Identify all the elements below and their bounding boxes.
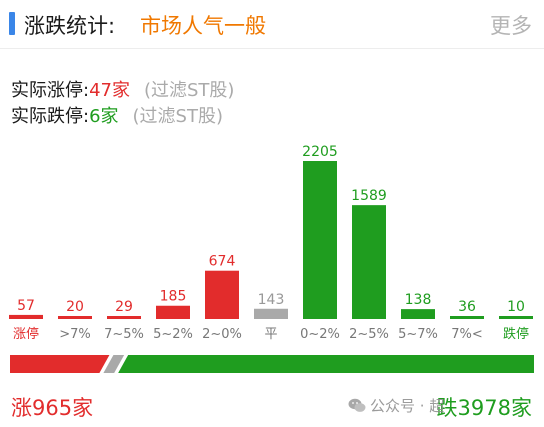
bar-1 <box>58 316 92 319</box>
bar-7 <box>352 205 386 319</box>
bar-value-label-3: 185 <box>160 289 187 305</box>
category-label-1: >7% <box>59 327 91 342</box>
wechat-icon <box>348 398 366 412</box>
limit-down-note: (过滤ST股) <box>132 106 223 127</box>
bar-value-label-0: 57 <box>17 298 35 314</box>
limit-down-label: 实际跌停: <box>11 106 90 127</box>
bar-value-label-6: 2205 <box>302 144 338 160</box>
page-title: 涨跌统计: <box>24 14 116 38</box>
category-label-0: 涨停 <box>13 326 39 342</box>
bar-value-label-1: 20 <box>66 299 84 315</box>
category-label-8: 5~7% <box>398 327 438 342</box>
category-label-10: 跌停 <box>503 326 529 342</box>
bar-value-label-2: 29 <box>115 299 133 315</box>
bar-3 <box>156 305 190 319</box>
breadth-ratio-bar <box>10 355 534 373</box>
bar-8 <box>401 309 435 319</box>
ratio-flat-segment <box>103 355 125 373</box>
down-total: 跌3978家 <box>436 396 532 420</box>
bar-value-label-8: 138 <box>405 292 432 308</box>
bar-2 <box>107 316 141 319</box>
category-label-2: 7~5% <box>104 327 144 342</box>
limit-up-stat: 实际涨停:47家 (过滤ST股) <box>11 76 234 102</box>
bar-6 <box>303 161 337 319</box>
bar-value-label-4: 674 <box>209 254 236 270</box>
ratio-down-segment <box>118 355 534 373</box>
category-label-4: 2~0% <box>202 327 242 342</box>
more-button[interactable]: 更多 <box>490 14 532 38</box>
bar-value-label-7: 1589 <box>351 188 387 204</box>
market-mood: 市场人气一般 <box>140 14 266 38</box>
section-bar-icon <box>9 12 15 35</box>
bar-4 <box>205 270 239 319</box>
distribution-chart: 57 涨停 20 >7% 29 7~5% 185 5~2% 674 2~0% 143 平 2205 0~2… <box>9 144 533 342</box>
limit-up-note: (过滤ST股) <box>143 80 235 101</box>
bar-10 <box>499 316 533 319</box>
watermark: 公众号 · 超 <box>348 395 444 416</box>
up-total: 涨965家 <box>11 396 94 420</box>
bar-value-label-9: 36 <box>458 299 476 315</box>
limit-up-value: 47家 <box>89 80 130 101</box>
watermark-text: 公众号 · 超 <box>370 397 445 415</box>
bar-value-label-10: 10 <box>507 299 525 315</box>
header: 涨跌统计: 市场人气一般 更多 <box>0 0 544 49</box>
header-divider <box>0 48 544 49</box>
category-label-7: 2~5% <box>349 327 389 342</box>
bar-0 <box>9 314 43 319</box>
bar-5 <box>254 308 288 319</box>
bar-value-label-5: 143 <box>258 292 285 308</box>
limit-up-label: 实际涨停: <box>11 80 90 101</box>
category-label-5: 平 <box>264 327 277 342</box>
limit-down-value: 6家 <box>89 106 119 127</box>
category-label-3: 5~2% <box>153 327 193 342</box>
category-label-9: 7%< <box>451 327 483 342</box>
limit-down-stat: 实际跌停:6家 (过滤ST股) <box>11 102 223 128</box>
category-label-6: 0~2% <box>300 327 340 342</box>
bar-9 <box>450 316 484 319</box>
ratio-up-segment <box>10 355 110 373</box>
